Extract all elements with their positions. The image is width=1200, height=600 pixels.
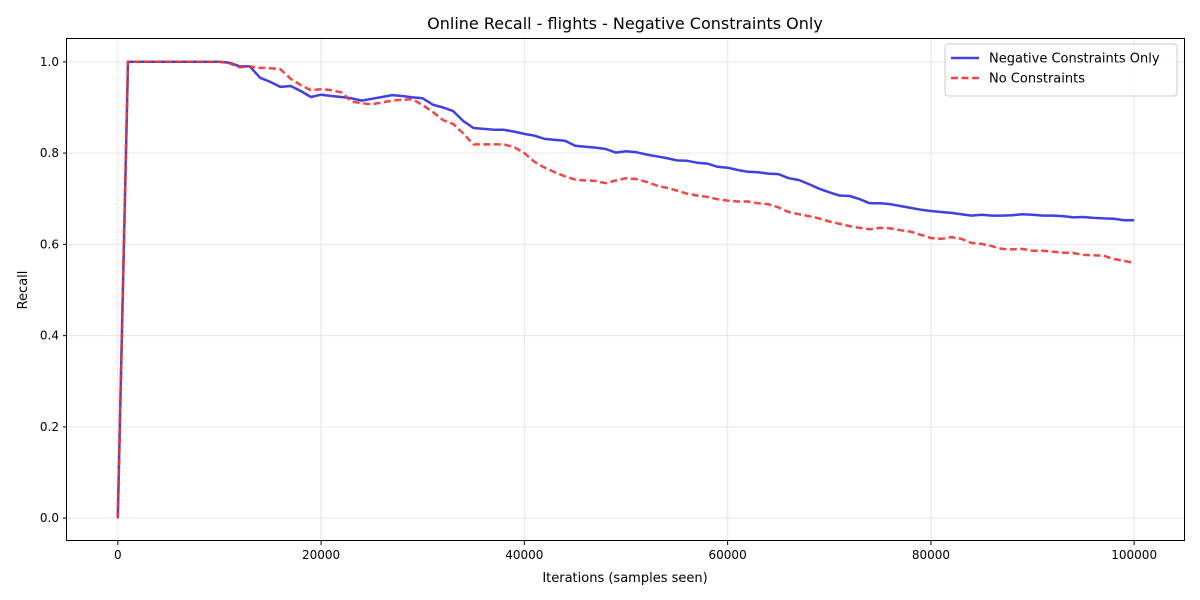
grid <box>67 39 1185 541</box>
y-tick-label: 0.8 <box>40 146 59 160</box>
legend-box <box>944 43 1178 97</box>
x-tick-label: 60000 <box>709 548 747 562</box>
y-axis: 0.0 0.2 0.4 0.6 0.8 1.0 <box>40 55 67 525</box>
y-tick-label: 0.0 <box>40 511 59 525</box>
x-axis-label: Iterations (samples seen) <box>542 571 707 586</box>
x-axis: 0 20000 40000 60000 80000 100000 <box>114 541 1157 562</box>
y-tick-label: 0.4 <box>40 329 59 343</box>
y-tick-label: 1.0 <box>40 55 59 69</box>
chart-title: Online Recall - flights - Negative Const… <box>427 14 823 33</box>
x-tick-label: 40000 <box>505 548 543 562</box>
series-layer <box>116 60 1135 519</box>
y-axis-label: Recall <box>16 271 31 310</box>
x-tick-label: 20000 <box>302 548 340 562</box>
legend-label: Negative Constraints Only <box>989 52 1160 67</box>
series-line-no-constraints <box>116 60 1135 519</box>
legend: Negative Constraints Only No Constraints <box>944 43 1178 97</box>
x-tick-label: 100000 <box>1111 548 1157 562</box>
y-tick-label: 0.6 <box>40 237 59 251</box>
legend-label: No Constraints <box>989 72 1085 87</box>
series-line-negative-constraints-only <box>116 60 1135 519</box>
x-tick-label: 0 <box>114 548 122 562</box>
plot-frame <box>66 38 1185 541</box>
x-tick-label: 80000 <box>912 548 950 562</box>
y-tick-label: 0.2 <box>40 420 59 434</box>
